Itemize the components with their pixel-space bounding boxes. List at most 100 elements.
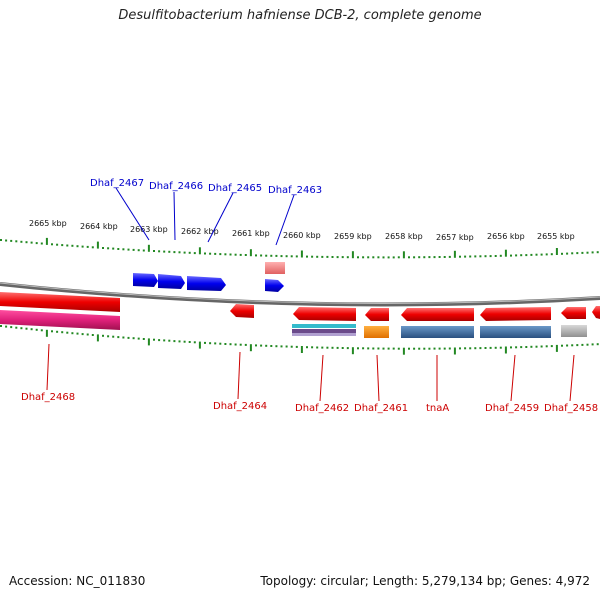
scale-minor-tick [530, 253, 533, 256]
gene-label-dhaf-2459[interactable]: Dhaf_2459 [485, 403, 539, 414]
scale-minor-tick [265, 254, 268, 257]
gene-partial-right[interactable] [592, 306, 600, 319]
scale-minor-tick [0, 325, 2, 327]
scale-minor-tick [163, 250, 166, 253]
gene-label-dhaf-2468[interactable]: Dhaf_2468 [21, 392, 75, 403]
gene-label-dhaf-2467[interactable]: Dhaf_2467 [90, 178, 144, 189]
scale-minor-tick [214, 252, 217, 255]
scale-minor-tick [76, 332, 79, 335]
scale-minor-tick [244, 343, 247, 346]
gene-label-dhaf-2463[interactable]: Dhaf_2463 [268, 185, 322, 196]
gene-label-dhaf-2461[interactable]: Dhaf_2461 [354, 403, 408, 414]
gene-dhaf-2458[interactable] [561, 307, 586, 319]
gene-label-dhaf-2465[interactable]: Dhaf_2465 [208, 183, 262, 194]
scale-minor-tick [387, 347, 390, 350]
scale-minor-tick [591, 251, 594, 254]
scale-major-tick [147, 244, 150, 252]
gene-label-dhaf-2464[interactable]: Dhaf_2464 [213, 401, 267, 412]
scale-major-tick [351, 347, 354, 355]
scale-minor-tick [40, 242, 43, 245]
genome-title: Desulfitobacterium hafniense DCB-2, comp… [118, 8, 482, 23]
genome-summary: Topology: circular; Length: 5,279,134 bp… [260, 574, 590, 588]
kbp-label: 2660 kbp [283, 231, 321, 240]
gene-dhaf-2465[interactable] [187, 276, 226, 291]
scale-major-tick [351, 251, 354, 259]
scale-minor-tick [204, 252, 206, 255]
scale-minor-tick [387, 256, 390, 259]
gene-tnaA-steel[interactable] [401, 326, 474, 338]
scale-minor-tick [443, 256, 446, 258]
kbp-label: 2655 kbp [537, 232, 575, 241]
gene-dhaf-2462-cyan[interactable] [292, 324, 356, 328]
scale-major-tick [147, 338, 150, 346]
gene-label-dhaf-2462[interactable]: Dhaf_2462 [295, 403, 349, 414]
scale-minor-tick [362, 347, 365, 350]
scale-minor-tick [316, 255, 319, 258]
scale-minor-tick [525, 346, 528, 348]
scale-minor-tick [132, 337, 135, 340]
scale-minor-tick [280, 255, 283, 258]
gene-dhaf-2462[interactable] [293, 307, 356, 321]
gene-labels-bottom: Dhaf_2468 Dhaf_2464 Dhaf_2462 Dhaf_2461 … [21, 392, 598, 414]
gene-dhaf-2461[interactable] [365, 308, 389, 321]
scale-minor-tick [586, 251, 589, 254]
scale-minor-tick [336, 346, 339, 349]
scale-minor-tick [290, 345, 293, 348]
scale-minor-tick [469, 347, 472, 350]
gene-label-tnaA[interactable]: tnaA [426, 403, 449, 414]
gene-tnaA[interactable] [401, 308, 474, 321]
scale-minor-tick [158, 250, 161, 253]
scale-minor-tick [311, 255, 314, 258]
gene-dhaf-2464[interactable] [230, 304, 254, 318]
gene-dhaf-2462-lightpurple[interactable] [292, 333, 356, 336]
gene-dhaf-2466[interactable] [158, 274, 185, 289]
scale-major-tick [198, 341, 201, 349]
scale-minor-tick [290, 255, 293, 258]
scale-minor-tick [51, 243, 53, 246]
scale-minor-tick [479, 255, 482, 258]
gene-dhaf-2459-steel[interactable] [480, 326, 551, 338]
leader-lines [46, 187, 575, 402]
kbp-label: 2665 kbp [29, 219, 67, 228]
scale-minor-tick [413, 347, 416, 350]
scale-minor-tick [260, 344, 263, 347]
scale-minor-tick [102, 247, 104, 249]
scale-minor-tick [474, 347, 477, 350]
scale-major-tick [453, 250, 456, 258]
scale-minor-tick [137, 249, 140, 252]
scale-minor-tick [142, 338, 145, 340]
scale-minor-tick [173, 340, 176, 343]
scale-minor-tick [357, 347, 359, 350]
scale-minor-tick [61, 244, 64, 247]
gene-dhaf-2467[interactable] [133, 273, 158, 287]
scale-minor-tick [219, 253, 222, 256]
scale-minor-tick [326, 346, 329, 349]
gene-dhaf-2468-pink[interactable] [0, 310, 120, 330]
gene-label-dhaf-2458[interactable]: Dhaf_2458 [544, 403, 598, 414]
gene-dhaf-2463[interactable] [265, 279, 284, 292]
kbp-label: 2656 kbp [487, 232, 525, 241]
scale-major-tick [198, 247, 201, 255]
gene-dhaf-2461-orange[interactable] [364, 326, 389, 338]
scale-minor-tick [229, 343, 232, 346]
scale-minor-tick [392, 347, 395, 350]
scale-minor-tick [525, 254, 528, 257]
scale-minor-tick [117, 248, 120, 250]
scale-minor-tick [10, 239, 13, 242]
gene-label-dhaf-2466[interactable]: Dhaf_2466 [149, 181, 203, 192]
scale-minor-tick [428, 256, 431, 259]
scale-minor-tick [591, 343, 594, 346]
gene-dhaf-2458-gray[interactable] [561, 325, 587, 337]
scale-minor-tick [571, 344, 574, 347]
scale-minor-tick [520, 346, 523, 349]
kbp-label: 2663 kbp [130, 225, 168, 234]
gene-dhaf-2462-purple[interactable] [292, 329, 356, 333]
scale-minor-tick [86, 333, 89, 336]
gene-dhaf-2468[interactable] [0, 292, 120, 312]
scale-minor-tick [484, 347, 487, 349]
scale-minor-tick [321, 255, 324, 258]
gene-dhaf-2459[interactable] [480, 307, 551, 321]
scale-minor-tick [433, 347, 436, 350]
scale-minor-tick [229, 253, 232, 256]
gene-dhaf-2463-pseudo[interactable] [265, 262, 285, 274]
